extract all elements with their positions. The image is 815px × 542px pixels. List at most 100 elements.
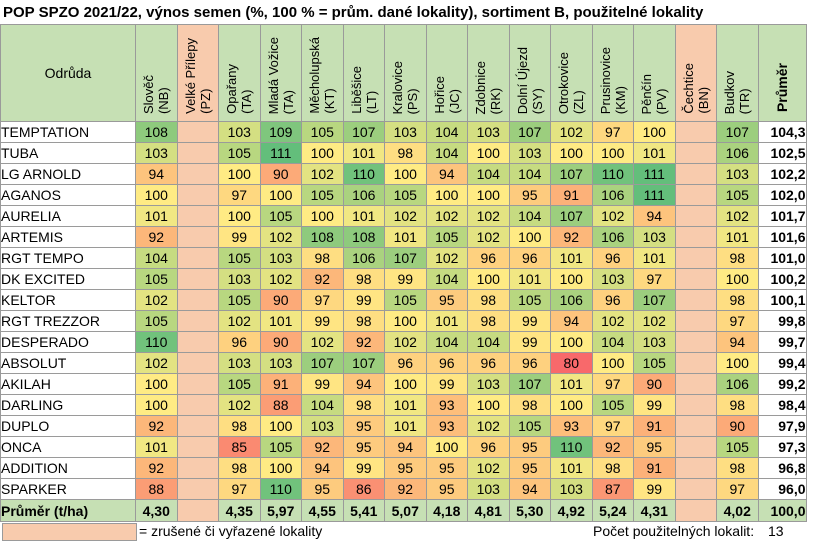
value-cell[interactable]: 105 bbox=[716, 436, 759, 458]
value-cell[interactable]: 92 bbox=[135, 415, 178, 437]
value-cell[interactable]: 90 bbox=[259, 163, 302, 185]
value-cell[interactable]: 95 bbox=[425, 289, 468, 311]
value-cell[interactable]: 101 bbox=[135, 436, 178, 458]
average-cell[interactable]: 102,0 bbox=[757, 184, 807, 206]
location-header[interactable]: Hořice (JC) bbox=[425, 24, 468, 122]
value-cell[interactable]: 93 bbox=[550, 415, 593, 437]
value-cell[interactable]: 108 bbox=[135, 121, 178, 143]
value-cell[interactable] bbox=[674, 310, 717, 332]
value-cell[interactable]: 102 bbox=[301, 331, 344, 353]
value-cell[interactable] bbox=[674, 184, 717, 206]
value-cell[interactable]: 105 bbox=[218, 373, 261, 395]
value-cell[interactable]: 95 bbox=[508, 436, 551, 458]
value-cell[interactable]: 103 bbox=[591, 268, 634, 290]
value-cell[interactable]: 105 bbox=[301, 121, 344, 143]
value-cell[interactable]: 96 bbox=[508, 247, 551, 269]
value-cell[interactable]: 107 bbox=[716, 121, 759, 143]
value-cell[interactable] bbox=[674, 457, 717, 479]
value-cell[interactable]: 94 bbox=[384, 436, 427, 458]
variety-cell[interactable]: DESPERADO bbox=[0, 331, 136, 353]
value-cell[interactable]: 101 bbox=[550, 247, 593, 269]
location-header[interactable]: Pěnčín (PV) bbox=[633, 24, 676, 122]
location-header[interactable]: Slověč (NB) bbox=[135, 24, 178, 122]
value-cell[interactable]: 107 bbox=[301, 352, 344, 374]
value-cell[interactable] bbox=[176, 436, 219, 458]
value-cell[interactable]: 100 bbox=[591, 352, 634, 374]
total-value-cell[interactable]: 4,18 bbox=[425, 499, 468, 522]
variety-cell[interactable]: DUPLO bbox=[0, 415, 136, 437]
value-cell[interactable]: 94 bbox=[342, 373, 385, 395]
value-cell[interactable]: 100 bbox=[259, 457, 302, 479]
total-value-cell[interactable]: 5,41 bbox=[342, 499, 385, 522]
value-cell[interactable]: 105 bbox=[633, 352, 676, 374]
value-cell[interactable]: 100 bbox=[259, 415, 302, 437]
variety-cell[interactable]: SPARKER bbox=[0, 478, 136, 500]
value-cell[interactable]: 104 bbox=[467, 331, 510, 353]
value-cell[interactable]: 91 bbox=[633, 415, 676, 437]
total-value-cell[interactable]: 4,02 bbox=[716, 499, 759, 522]
value-cell[interactable]: 92 bbox=[135, 226, 178, 248]
value-cell[interactable]: 108 bbox=[301, 226, 344, 248]
value-cell[interactable]: 102 bbox=[218, 310, 261, 332]
value-cell[interactable]: 101 bbox=[425, 310, 468, 332]
value-cell[interactable]: 100 bbox=[259, 184, 302, 206]
value-cell[interactable] bbox=[176, 268, 219, 290]
value-cell[interactable]: 111 bbox=[259, 142, 302, 164]
variety-cell[interactable]: RGT TEMPO bbox=[0, 247, 136, 269]
value-cell[interactable]: 100 bbox=[716, 352, 759, 374]
value-cell[interactable]: 105 bbox=[135, 268, 178, 290]
value-cell[interactable]: 100 bbox=[218, 205, 261, 227]
location-header[interactable]: Budkov (TR) bbox=[716, 24, 759, 122]
value-cell[interactable]: 103 bbox=[633, 226, 676, 248]
value-cell[interactable]: 92 bbox=[384, 478, 427, 500]
value-cell[interactable]: 101 bbox=[384, 226, 427, 248]
variety-cell[interactable]: DARLING bbox=[0, 394, 136, 416]
value-cell[interactable]: 104 bbox=[467, 163, 510, 185]
variety-cell[interactable]: ABSOLUT bbox=[0, 352, 136, 374]
value-cell[interactable]: 102 bbox=[467, 205, 510, 227]
value-cell[interactable]: 96 bbox=[508, 352, 551, 374]
value-cell[interactable]: 104 bbox=[301, 394, 344, 416]
value-cell[interactable]: 103 bbox=[467, 373, 510, 395]
value-cell[interactable]: 103 bbox=[259, 247, 302, 269]
value-cell[interactable]: 88 bbox=[135, 478, 178, 500]
value-cell[interactable] bbox=[176, 373, 219, 395]
variety-cell[interactable]: RGT TREZZOR bbox=[0, 310, 136, 332]
value-cell[interactable]: 103 bbox=[259, 352, 302, 374]
value-cell[interactable]: 99 bbox=[425, 373, 468, 395]
value-cell[interactable]: 100 bbox=[716, 268, 759, 290]
location-header[interactable]: Čechtice (BN) bbox=[674, 24, 717, 122]
value-cell[interactable]: 102 bbox=[425, 247, 468, 269]
total-value-cell[interactable] bbox=[674, 499, 717, 522]
value-cell[interactable]: 99 bbox=[508, 331, 551, 353]
value-cell[interactable]: 104 bbox=[425, 268, 468, 290]
variety-cell[interactable]: AURELIA bbox=[0, 205, 136, 227]
value-cell[interactable] bbox=[176, 394, 219, 416]
value-cell[interactable] bbox=[176, 121, 219, 143]
total-value-cell[interactable]: 4,30 bbox=[135, 499, 178, 522]
value-cell[interactable]: 103 bbox=[218, 268, 261, 290]
value-cell[interactable]: 100 bbox=[135, 394, 178, 416]
value-cell[interactable]: 110 bbox=[342, 163, 385, 185]
value-cell[interactable]: 106 bbox=[716, 373, 759, 395]
usable-count-value[interactable]: 13 bbox=[768, 523, 784, 539]
value-cell[interactable]: 111 bbox=[633, 184, 676, 206]
average-cell[interactable]: 102,2 bbox=[757, 163, 807, 185]
value-cell[interactable]: 99 bbox=[301, 310, 344, 332]
value-cell[interactable]: 94 bbox=[301, 457, 344, 479]
value-cell[interactable]: 103 bbox=[218, 352, 261, 374]
value-cell[interactable]: 96 bbox=[591, 247, 634, 269]
value-cell[interactable]: 98 bbox=[218, 457, 261, 479]
value-cell[interactable]: 105 bbox=[259, 205, 302, 227]
value-cell[interactable]: 98 bbox=[342, 268, 385, 290]
value-cell[interactable]: 103 bbox=[467, 478, 510, 500]
value-cell[interactable]: 101 bbox=[342, 142, 385, 164]
value-cell[interactable]: 104 bbox=[425, 121, 468, 143]
value-cell[interactable]: 98 bbox=[467, 289, 510, 311]
value-cell[interactable] bbox=[674, 373, 717, 395]
value-cell[interactable] bbox=[176, 142, 219, 164]
value-cell[interactable]: 92 bbox=[550, 226, 593, 248]
average-cell[interactable]: 99,7 bbox=[757, 331, 807, 353]
value-cell[interactable]: 96 bbox=[467, 352, 510, 374]
variety-cell[interactable]: TUBA bbox=[0, 142, 136, 164]
